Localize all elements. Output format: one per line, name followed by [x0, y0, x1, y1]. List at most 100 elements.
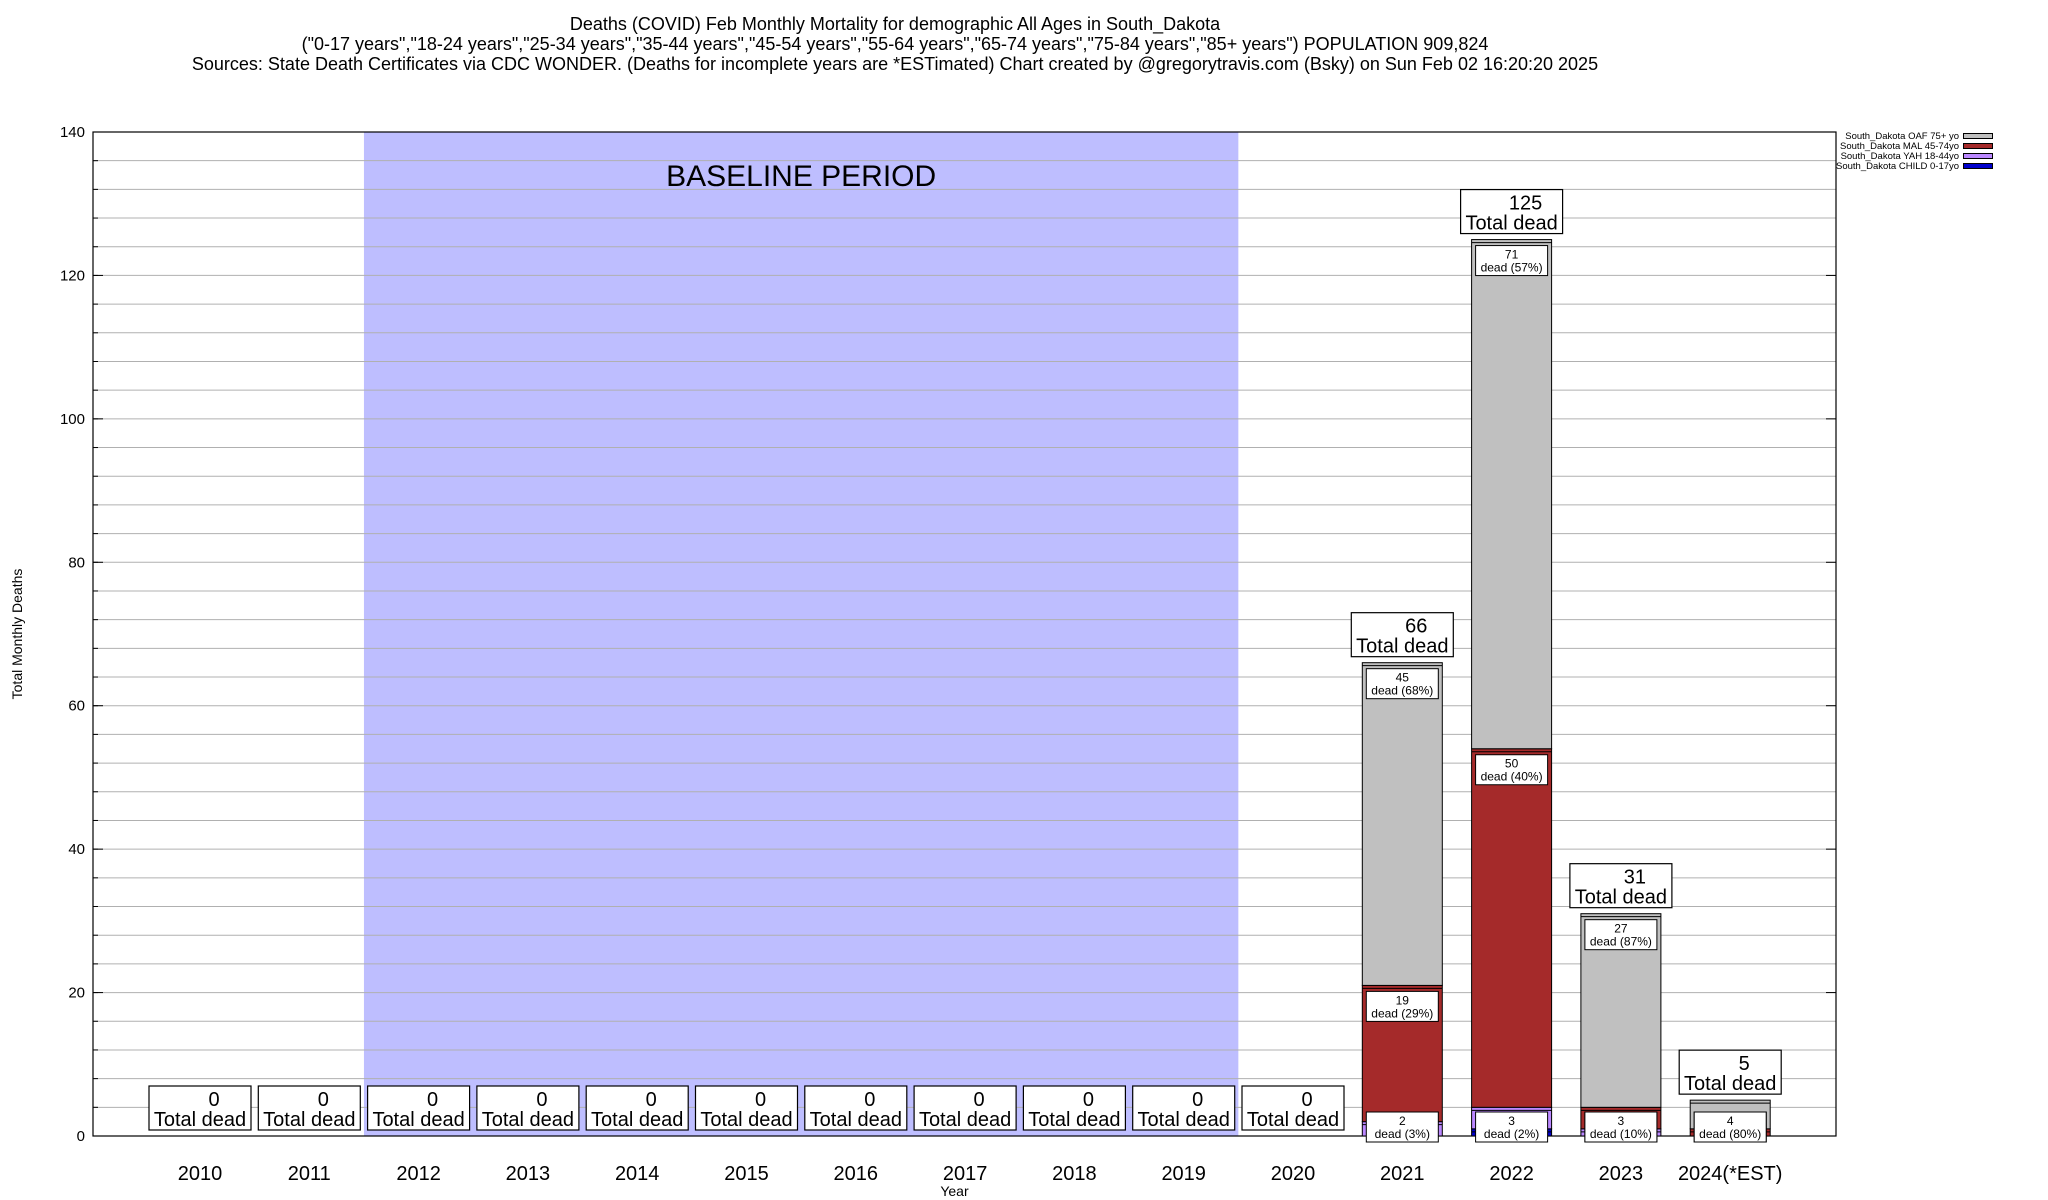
y-axis-title: Total Monthly Deaths — [9, 569, 25, 700]
x-tick-label: 2014 — [615, 1163, 660, 1185]
y-tick-label: 140 — [60, 124, 85, 141]
segment-label-count: 3 — [1618, 1114, 1625, 1128]
x-tick-label: 2022 — [1489, 1163, 1534, 1185]
total-label-count: 0 — [427, 1089, 438, 1111]
y-tick-label: 20 — [68, 985, 85, 1002]
total-label-box — [148, 1085, 252, 1131]
total-label-count: 0 — [974, 1089, 985, 1111]
total-label-text: Total dead — [1575, 887, 1667, 909]
total-label-box — [1350, 612, 1454, 658]
total-label-text: Total dead — [1356, 636, 1448, 658]
total-label-count: 31 — [1624, 867, 1646, 889]
y-tick-label: 60 — [68, 698, 85, 715]
chart-title-line-1: Deaths (COVID) Feb Monthly Mortality for… — [569, 14, 1221, 34]
x-tick-label: 2011 — [288, 1163, 331, 1185]
segment-label-count: 27 — [1614, 922, 1628, 936]
total-label-box — [476, 1085, 580, 1131]
y-tick-label: 40 — [68, 841, 85, 858]
total-label-box — [257, 1085, 361, 1131]
segment-label-box — [1584, 919, 1658, 951]
total-label-box — [1569, 863, 1673, 909]
x-tick-label: 2024(*EST) — [1678, 1163, 1783, 1185]
segment-label-box — [1693, 1111, 1767, 1143]
bar-segment — [1471, 239, 1553, 750]
segment-label-percent: dead (87%) — [1590, 935, 1652, 949]
segment-label-box — [1365, 1111, 1439, 1143]
chart-title-line-3: Sources: State Death Certificates via CD… — [191, 54, 1599, 74]
x-tick-label: 2019 — [1161, 1163, 1206, 1185]
total-label-count: 0 — [864, 1089, 875, 1111]
baseline-period-label: BASELINE PERIOD — [666, 160, 936, 193]
legend-swatch — [1963, 133, 1994, 139]
legend-label: South_Dakota YAH 18-44yo — [1840, 150, 1960, 162]
total-label-box — [1132, 1085, 1236, 1131]
legend-swatch — [1963, 153, 1994, 159]
segment-label-percent: dead (10%) — [1590, 1127, 1652, 1141]
segment-label-percent: dead (3%) — [1375, 1127, 1430, 1141]
total-label-text: Total dead — [591, 1109, 683, 1131]
segment-label-box — [1475, 245, 1549, 277]
y-tick-label: 0 — [77, 1128, 85, 1145]
chart-legend: South_Dakota OAF 75+ yo South_Dakota MAL… — [1836, 130, 1994, 172]
legend-swatch — [1963, 163, 1994, 169]
legend-item: South_Dakota MAL 45-74yo — [1836, 140, 1994, 152]
segment-label-count: 2 — [1399, 1114, 1406, 1128]
x-tick-label: 2012 — [396, 1163, 441, 1185]
plot-frame — [92, 131, 1837, 1137]
legend-label: South_Dakota CHILD 0-17yo — [1836, 160, 1960, 172]
total-label-text: Total dead — [263, 1109, 355, 1131]
y-tick-label: 80 — [68, 554, 85, 571]
y-tick-label: 120 — [60, 267, 85, 284]
segment-label-percent: dead (40%) — [1481, 770, 1543, 784]
legend-item: South_Dakota OAF 75+ yo — [1836, 130, 1994, 142]
total-label-text: Total dead — [1138, 1109, 1230, 1131]
x-axis-title: Year — [940, 1183, 969, 1199]
legend-swatch — [1963, 143, 1994, 149]
total-label-count: 5 — [1739, 1053, 1750, 1075]
total-label-count: 0 — [318, 1089, 329, 1111]
total-label-count: 0 — [208, 1089, 219, 1111]
segment-label-count: 71 — [1505, 248, 1519, 262]
chart-title-line-2: ("0-17 years","18-24 years","25-34 years… — [301, 34, 1489, 54]
total-label-box — [1459, 188, 1564, 235]
total-label-text: Total dead — [154, 1109, 246, 1131]
legend-label: South_Dakota OAF 75+ yo — [1845, 130, 1960, 142]
bar-segment — [1361, 662, 1443, 986]
segment-label-percent: dead (57%) — [1481, 261, 1543, 275]
segment-label-box — [1365, 990, 1439, 1022]
total-label-count: 0 — [646, 1089, 657, 1111]
segment-label-count: 3 — [1508, 1114, 1515, 1128]
legend-item: South_Dakota YAH 18-44yo — [1836, 150, 1994, 162]
segment-label-box — [1475, 1111, 1549, 1143]
y-tick-label: 100 — [60, 411, 85, 428]
legend-label: South_Dakota MAL 45-74yo — [1840, 140, 1960, 152]
segment-label-box — [1475, 754, 1549, 786]
total-label-text: Total dead — [1247, 1109, 1339, 1131]
segment-label-count: 4 — [1727, 1114, 1734, 1128]
total-label-text: Total dead — [810, 1109, 902, 1131]
baseline-period-region — [363, 132, 1239, 1136]
total-label-text: Total dead — [1465, 213, 1557, 235]
total-label-count: 0 — [536, 1089, 547, 1111]
total-label-box — [804, 1085, 908, 1131]
segment-label-box — [1365, 668, 1439, 700]
segment-label-percent: dead (68%) — [1371, 684, 1433, 698]
total-label-count: 0 — [1083, 1089, 1094, 1111]
x-tick-label: 2013 — [506, 1163, 551, 1185]
total-label-box — [1678, 1049, 1782, 1095]
total-label-text: Total dead — [1684, 1073, 1776, 1095]
total-label-box — [913, 1085, 1017, 1131]
total-label-count: 125 — [1509, 193, 1542, 215]
x-tick-label: 2023 — [1599, 1163, 1644, 1185]
total-label-text: Total dead — [372, 1109, 464, 1131]
total-label-count: 0 — [1192, 1089, 1203, 1111]
bar-segment — [1471, 748, 1553, 1108]
segment-label-count: 19 — [1396, 993, 1410, 1007]
x-tick-label: 2015 — [724, 1163, 769, 1185]
total-label-box — [1241, 1085, 1345, 1131]
total-label-box — [367, 1085, 471, 1131]
total-label-text: Total dead — [919, 1109, 1011, 1131]
x-tick-label: 2010 — [178, 1163, 223, 1185]
total-label-box — [585, 1085, 689, 1131]
